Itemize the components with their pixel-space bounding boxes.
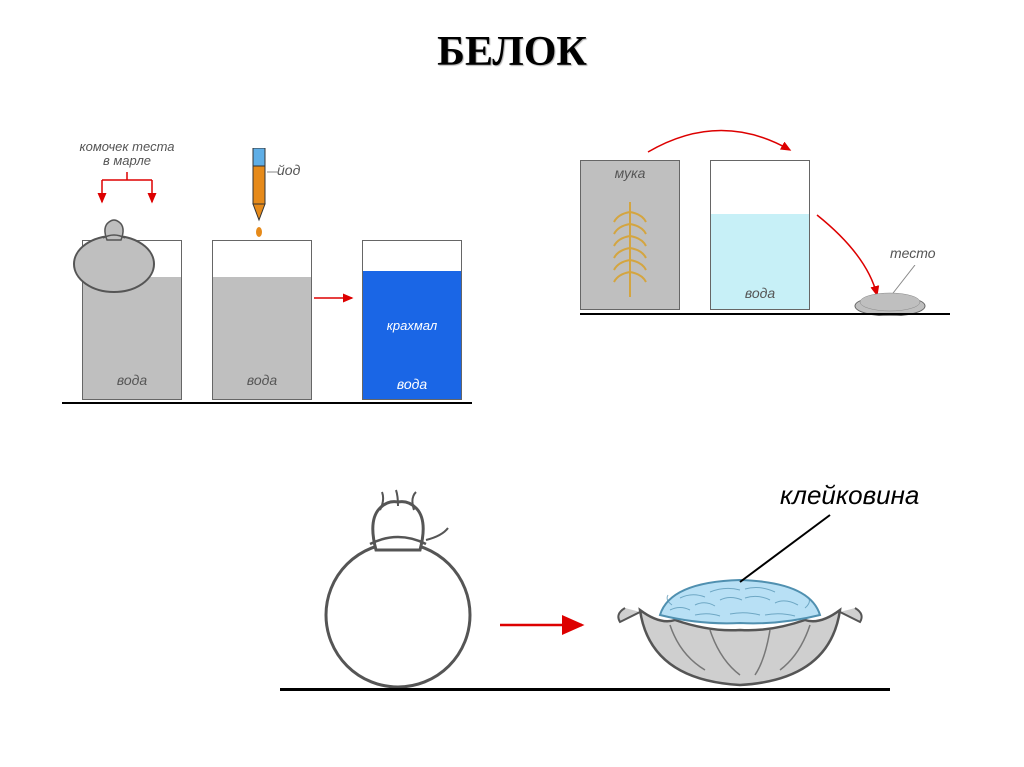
beaker-2-label: вода xyxy=(212,372,312,388)
arrow-to-beaker3 xyxy=(314,290,359,306)
gluten-label-line xyxy=(730,510,840,590)
diagram-starch-test: комочек теста в марле йод вода вода xyxy=(62,140,492,440)
arrow-to-open-sack xyxy=(500,615,595,635)
gauze-arrow-icon xyxy=(92,172,162,212)
wheat-icon xyxy=(608,192,653,302)
beaker-1-label: вода xyxy=(82,372,182,388)
flour-to-water-arrow xyxy=(640,120,800,160)
label-gauze-text: комочек теста в марле xyxy=(57,140,197,169)
flour-label: мука xyxy=(580,165,680,181)
beaker-3-starch-label: крахмал xyxy=(362,318,462,333)
gluten-label: клейковина xyxy=(780,480,919,511)
iodine-label-line xyxy=(267,168,287,176)
page-title: БЕЛОК xyxy=(0,28,1024,76)
d1-baseline xyxy=(62,402,472,404)
water-beaker-label: вода xyxy=(710,285,810,301)
dough-label: тесто xyxy=(890,245,936,261)
closed-sack-icon xyxy=(310,480,485,690)
diagram-dough-making: мука вода тесто xyxy=(580,140,980,340)
dough-icon xyxy=(850,288,930,316)
d3-baseline xyxy=(280,688,890,691)
sack-in-beaker-icon xyxy=(67,212,162,297)
d2-baseline xyxy=(580,313,950,315)
beaker-3-water-label: вода xyxy=(362,376,462,392)
diagram-gluten: клейковина xyxy=(280,460,880,720)
